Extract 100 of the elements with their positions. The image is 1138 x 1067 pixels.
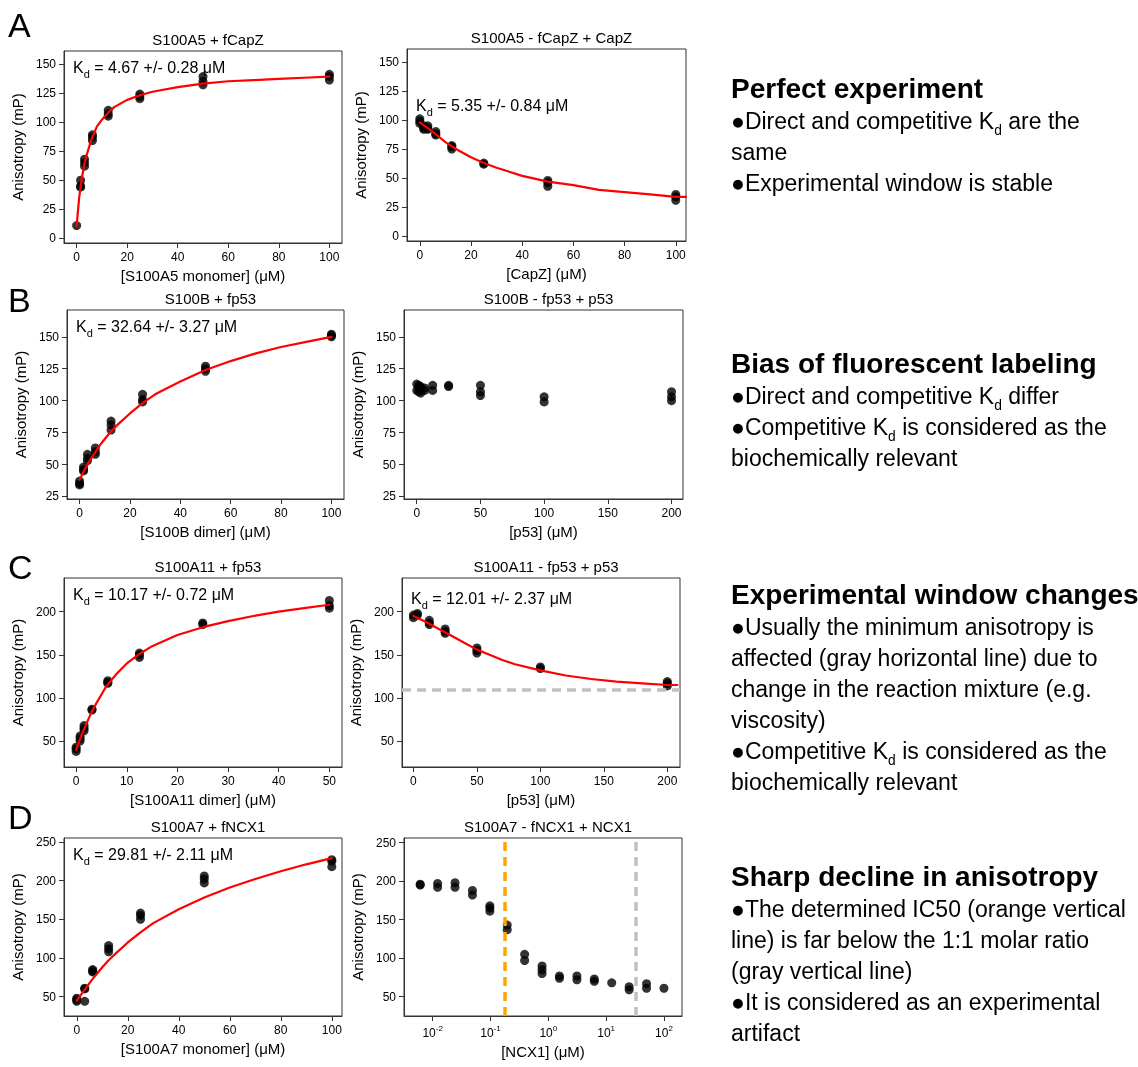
x-tick-label: 100	[530, 774, 551, 788]
y-tick-label: 150	[375, 912, 397, 927]
y-tick-label: 25	[45, 489, 60, 504]
x-tick-label: 20	[464, 248, 478, 262]
x-tick-label: 50	[322, 774, 337, 788]
x-tick-label: 20	[121, 1023, 135, 1037]
y-tick-label: 50	[382, 457, 397, 472]
y-tick-label: 100	[35, 690, 57, 705]
y-tick-label: 75	[382, 425, 397, 440]
y-tick-label: 150	[38, 329, 60, 344]
x-tick-label: 40	[173, 506, 188, 520]
y-tick-label: 250	[375, 835, 397, 850]
y-tick-label: 25	[385, 200, 400, 215]
y-axis-title: Anisotropy (mP)	[352, 91, 370, 199]
y-tick-label: 50	[385, 171, 400, 186]
y-tick-label: 150	[373, 647, 395, 662]
x-tick-label: 20	[120, 250, 135, 264]
y-tick-label: 100	[35, 950, 57, 965]
y-tick-label: 25	[382, 489, 397, 504]
text: ●Direct and competitive K$_{d}$ are the same	[731, 108, 1080, 165]
y-tick-label: 100	[375, 393, 397, 408]
x-tick-label: 80	[617, 248, 632, 262]
text: Sharp decline in anisotropy	[731, 860, 1100, 894]
y-tick-label: 75	[45, 425, 60, 440]
y-tick-label: 0	[392, 229, 400, 244]
x-tick-label: 40	[515, 248, 530, 262]
y-tick-label: 25	[42, 202, 57, 217]
chart-title: S100B - fp53 + p53	[483, 290, 614, 307]
x-tick-label: 100	[321, 506, 342, 520]
y-tick-label: 150	[35, 56, 57, 71]
y-axis-title: Anisotropy (mP)	[349, 873, 367, 981]
x-tick-label: 0	[416, 248, 424, 262]
x-tick-label: 80	[274, 506, 289, 520]
x-tick-label: 0	[72, 774, 80, 788]
text: ●Competitive K$_{d}$ is considered as the biochemically relevant	[731, 737, 1108, 797]
y-tick-label: 50	[45, 457, 60, 472]
text: ●Direct and competitive K$_{d}$ differ	[731, 382, 1060, 413]
x-tick-label: 150	[597, 506, 619, 520]
y-tick-label: 150	[375, 329, 397, 344]
x-tick-label: 60	[224, 506, 238, 520]
x-tick-label: 0	[76, 506, 84, 520]
text: Perfect experiment	[731, 72, 985, 106]
chart-title: S100A5 + fCapZ	[152, 31, 264, 48]
y-tick-label: 50	[42, 989, 57, 1004]
x-tick-label: 150	[593, 774, 615, 788]
x-tick-label: 60	[221, 250, 236, 264]
y-axis-title: Anisotropy (mP)	[9, 93, 27, 201]
x-tick-label: 0	[73, 250, 81, 264]
y-tick-label: 200	[35, 604, 57, 619]
text: ●Competitive K$_{d}$ is considered as the biochemically relevant	[731, 413, 1108, 473]
x-axis-title: [S100A7 monomer] (μM)	[120, 1039, 286, 1057]
y-tick-label: 250	[35, 834, 57, 849]
y-axis-title: Anisotropy (mP)	[9, 873, 27, 981]
x-tick-label: 0	[410, 774, 418, 788]
y-tick-label: 100	[35, 114, 57, 129]
y-tick-label: 200	[373, 604, 395, 619]
text: D	[8, 798, 33, 836]
y-tick-label: 100	[375, 951, 397, 966]
y-tick-label: 50	[382, 989, 397, 1004]
y-tick-label: 125	[378, 83, 400, 98]
y-tick-label: 200	[375, 874, 397, 889]
x-tick-label: 200	[661, 506, 682, 520]
text: B	[8, 281, 31, 319]
x-axis-title: [S100B dimer] (μM)	[140, 522, 271, 540]
x-tick-label: 80	[272, 250, 286, 264]
x-tick-label: 100	[534, 506, 555, 520]
y-tick-label: 75	[42, 144, 57, 159]
text: A	[8, 6, 31, 44]
x-tick-label: 100	[665, 248, 687, 262]
y-tick-label: 125	[35, 85, 57, 100]
x-tick-label: 80	[274, 1023, 288, 1037]
y-tick-label: 0	[49, 231, 57, 246]
x-axis-title: [NCX1] (μM)	[501, 1042, 585, 1060]
chart-title: S100A7 - fNCX1 + NCX1	[464, 818, 632, 835]
chart-title: S100A5 - fCapZ + CapZ	[470, 29, 633, 46]
text: Experimental window changes	[731, 578, 1138, 612]
x-tick-label: 60	[223, 1023, 237, 1037]
y-tick-label: 100	[373, 690, 395, 705]
chart-title: S100B + fp53	[164, 290, 257, 307]
x-tick-label: 10	[120, 774, 134, 788]
x-tick-label: 20	[170, 774, 185, 788]
x-axis-title: [p53] (μM)	[506, 790, 576, 808]
y-tick-label: 75	[385, 142, 400, 157]
x-tick-label: 50	[470, 774, 484, 788]
y-tick-label: 150	[35, 912, 57, 927]
x-tick-label: 20	[123, 506, 137, 520]
x-tick-label: 40	[172, 1023, 186, 1037]
x-tick-label: 50	[473, 506, 488, 520]
text: ●Experimental window is stable	[731, 169, 1054, 198]
text: C	[8, 548, 33, 586]
text: ●The determined IC50 (orange vertical line) is far below the 1:1 molar ratio (gray vertical line)	[731, 895, 1127, 986]
y-tick-label: 125	[38, 361, 60, 376]
x-tick-label: 0	[413, 506, 421, 520]
x-tick-label: 200	[657, 774, 678, 788]
x-tick-label: 40	[272, 774, 286, 788]
text: ●Usually the minimum anisotropy is affected (gray horizontal line) due to change in the reaction mixture (e.g. viscosity)	[731, 613, 1099, 735]
x-axis-title: [CapZ] (μM)	[506, 264, 587, 282]
y-axis-title: Anisotropy (mP)	[12, 350, 30, 459]
y-axis-title: Anisotropy (mP)	[9, 618, 27, 727]
y-tick-label: 50	[42, 734, 57, 749]
